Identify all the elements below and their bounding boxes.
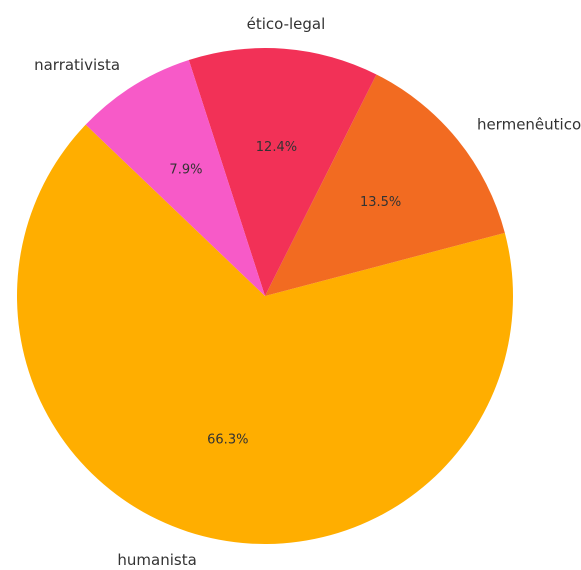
percent-label-humanista: 66.3%: [207, 433, 248, 448]
category-label-narrativista: narrativista: [34, 56, 120, 74]
percent-label-etico-legal: 12.4%: [256, 140, 297, 155]
category-label-hermeneutico: hermenêutico: [477, 115, 581, 133]
category-label-etico-legal: ético-legal: [247, 15, 326, 33]
pie-slice-narrativista: [85, 59, 265, 296]
labels-layer: 66.3% humanista 13.5% hermenêutico 12.4% étic…: [34, 15, 581, 569]
pie-slice-humanista: [17, 124, 514, 544]
category-label-humanista: humanista: [117, 551, 196, 569]
percent-label-hermeneutico: 13.5%: [360, 195, 401, 210]
slices-layer: [17, 48, 514, 544]
pie-slice-etico-legal: [188, 48, 377, 296]
pie-slice-hermeneutico: [265, 74, 505, 297]
percent-label-narrativista: 7.9%: [169, 162, 202, 177]
